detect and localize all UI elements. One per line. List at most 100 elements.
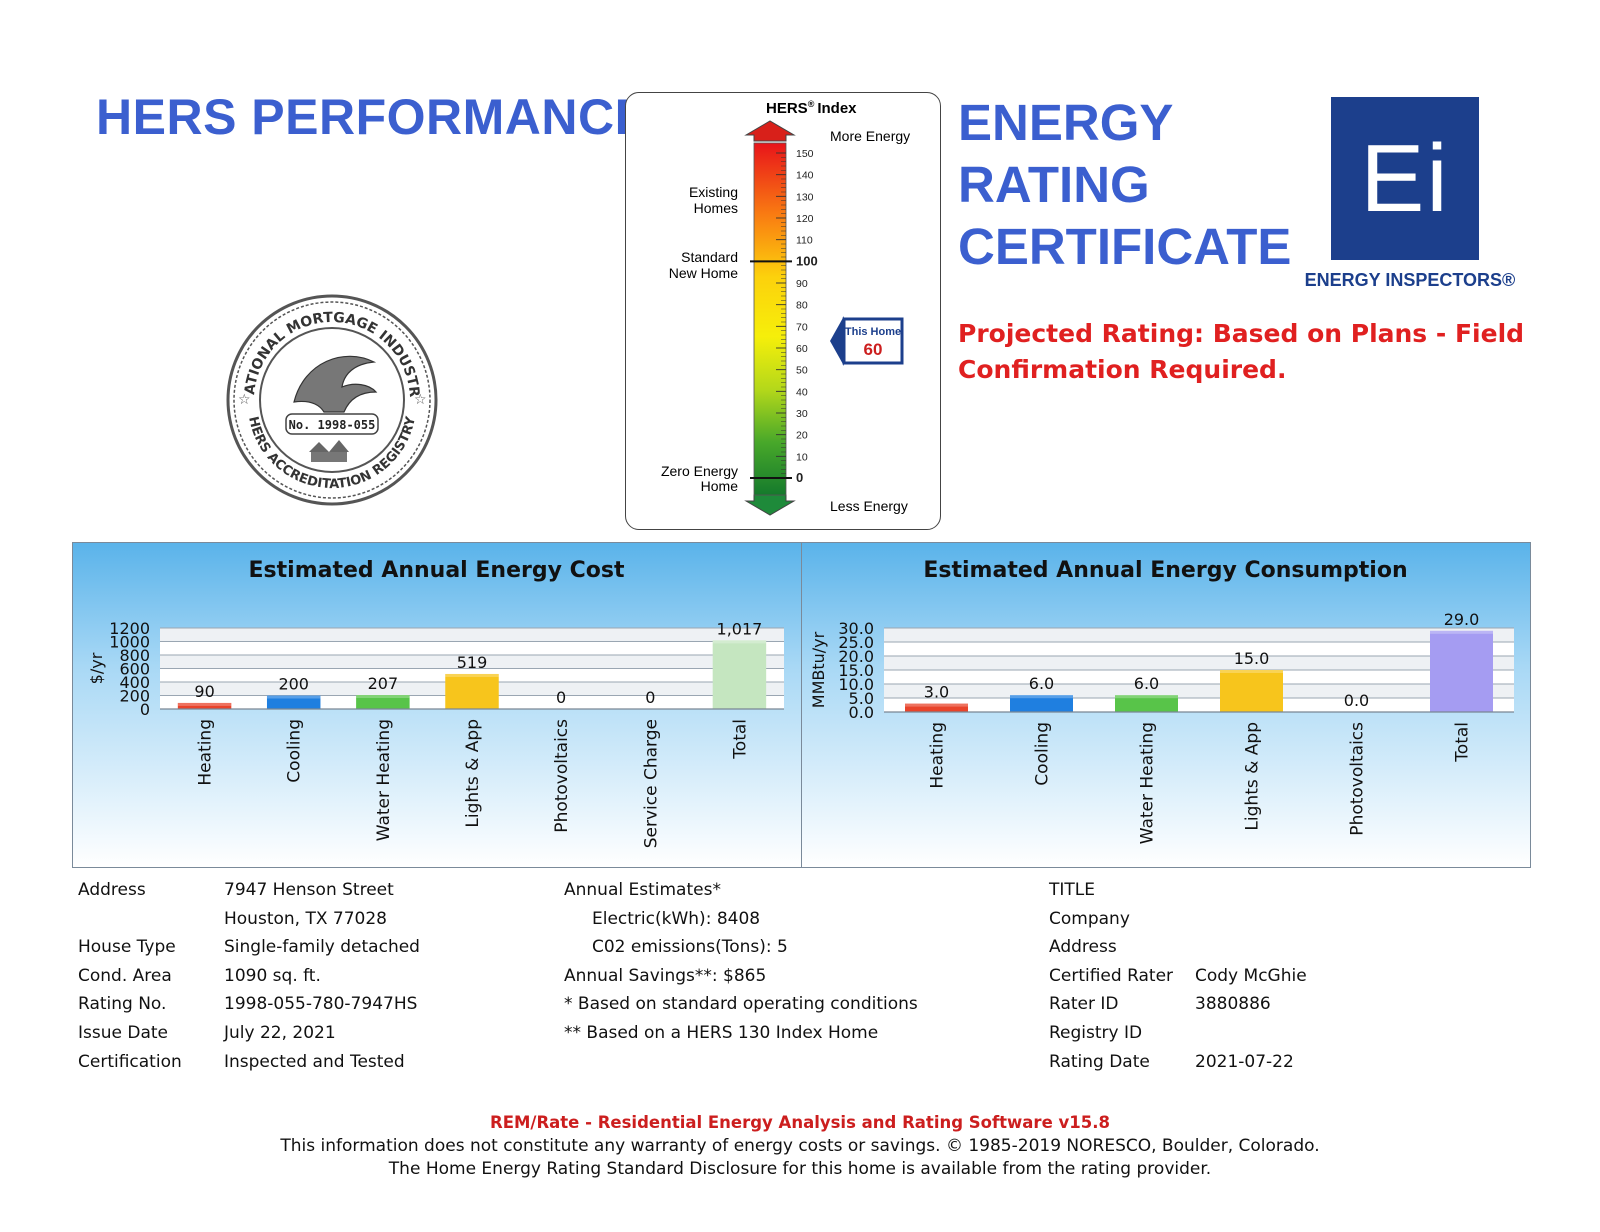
bar-value-label: 0 bbox=[556, 688, 566, 707]
bar bbox=[1430, 630, 1493, 712]
rater-id-value: 3880886 bbox=[1195, 994, 1271, 1015]
scale-tick-label: 90 bbox=[796, 278, 808, 290]
info-label: Rating No. bbox=[78, 994, 167, 1015]
y-tick-label: 30.0 bbox=[838, 619, 874, 638]
scale-tick-label: 50 bbox=[796, 365, 808, 377]
y-tick-label: 200 bbox=[119, 687, 150, 706]
houses-icon bbox=[309, 440, 349, 452]
hers-index-title: HERS® Index bbox=[766, 99, 857, 117]
footnote-1: * Based on standard operating conditions bbox=[564, 994, 918, 1015]
scale-tick-label: 110 bbox=[796, 235, 813, 247]
y-tick-label: 1200 bbox=[109, 619, 150, 638]
address-line1: 7947 Henson Street bbox=[224, 880, 394, 900]
disclosure-note: The Home Energy Rating Standard Disclosu… bbox=[388, 1159, 1212, 1179]
hers-accreditation-seal: NATIONAL MORTGAGE INDUSTRY HERS ACCREDIT… bbox=[224, 292, 438, 506]
bar-value-label: 207 bbox=[368, 674, 399, 693]
category-label: Water Heating bbox=[1138, 722, 1158, 844]
plot-band bbox=[884, 628, 1514, 642]
electric-estimate: Electric(kWh): 8408 bbox=[592, 908, 761, 929]
bar bbox=[905, 703, 968, 712]
bar bbox=[712, 640, 767, 709]
y-axis-label: MMBtu/yr bbox=[809, 631, 828, 708]
cost-chart: 120010008006004002000$/yr90Heating200Coo… bbox=[87, 619, 784, 848]
svg-text:☆: ☆ bbox=[238, 392, 251, 408]
scale-tick-label: 140 bbox=[796, 170, 814, 182]
info-label: Rating Date bbox=[1049, 1051, 1150, 1072]
scale-tick-label: 80 bbox=[796, 300, 808, 312]
footnote-2: ** Based on a HERS 130 Index Home bbox=[564, 1022, 879, 1043]
category-label: Photovoltaics bbox=[1348, 722, 1368, 836]
bar-value-label: 1,017 bbox=[717, 619, 763, 638]
projected-rating-notice: Projected Rating: Based on Plans - Field… bbox=[958, 319, 1525, 384]
standard-new-home-label: Standard bbox=[681, 249, 738, 265]
info-label: Certified Rater bbox=[1049, 965, 1174, 986]
bar-highlight bbox=[712, 640, 767, 644]
category-label: Cooling bbox=[285, 719, 305, 783]
bar-highlight bbox=[356, 695, 410, 699]
bar-highlight bbox=[1220, 670, 1283, 673]
svg-text:☆: ☆ bbox=[414, 392, 427, 408]
rating-date-value: 2021-07-22 bbox=[1195, 1051, 1294, 1072]
bar bbox=[445, 673, 499, 709]
scale-tick-label: 40 bbox=[796, 386, 808, 398]
more-energy-label: More Energy bbox=[830, 128, 910, 144]
annual-estimates-heading: Annual Estimates* bbox=[564, 880, 721, 900]
disclaimer: This information does not constitute any… bbox=[280, 1136, 1320, 1156]
plot-band bbox=[884, 642, 1514, 656]
info-label: TITLE bbox=[1049, 880, 1095, 900]
this-home-label: This Home bbox=[845, 326, 901, 338]
cost-chart-title: Estimated Annual Energy Cost bbox=[248, 558, 625, 583]
bar-highlight bbox=[1115, 695, 1178, 699]
bar-value-label: 90 bbox=[194, 682, 214, 701]
info-label: Certification bbox=[78, 1051, 182, 1072]
y-tick-label: 15.0 bbox=[838, 661, 874, 680]
category-label: Total bbox=[1453, 722, 1473, 763]
category-label: Heating bbox=[196, 719, 216, 786]
plot-band bbox=[160, 655, 784, 669]
software-credit: REM/Rate - Residential Energy Analysis a… bbox=[490, 1113, 1110, 1132]
bar-value-label: 29.0 bbox=[1444, 610, 1480, 629]
zero-energy-home-label: Zero Energy bbox=[661, 463, 738, 479]
bar-value-label: 6.0 bbox=[1029, 674, 1054, 693]
co2-estimate: C02 emissions(Tons): 5 bbox=[592, 937, 788, 958]
bar-highlight bbox=[177, 702, 232, 706]
bar-value-label: 200 bbox=[278, 675, 309, 694]
bar-value-label: 6.0 bbox=[1134, 674, 1159, 693]
certificate-title-line2: RATING bbox=[958, 156, 1150, 213]
y-tick-label: 400 bbox=[119, 673, 150, 692]
svg-text:Home: Home bbox=[701, 478, 739, 494]
info-left-labels: Address House Type Cond. Area Rating No.… bbox=[78, 876, 182, 1076]
info-label: Issue Date bbox=[78, 1022, 168, 1043]
annual-savings: Annual Savings**: $865 bbox=[564, 965, 767, 986]
seal-number: No. 1998-055 bbox=[289, 418, 376, 432]
y-tick-label: 0 bbox=[140, 700, 150, 719]
y-tick-label: 5.0 bbox=[849, 689, 874, 708]
y-tick-label: 25.0 bbox=[838, 633, 874, 652]
annual-estimates: Annual Estimates* Electric(kWh): 8408 C0… bbox=[564, 876, 918, 1048]
house-type-value: Single-family detached bbox=[224, 937, 420, 958]
this-home-marker: This Home 60 bbox=[830, 316, 904, 366]
bar-value-label: 0 bbox=[645, 688, 655, 707]
y-tick-label: 10.0 bbox=[838, 675, 874, 694]
bar-highlight bbox=[1010, 695, 1073, 699]
rating-number-value: 1998-055-780-7947HS bbox=[224, 994, 418, 1015]
bar-value-label: 15.0 bbox=[1234, 649, 1270, 668]
info-label: Rater ID bbox=[1049, 994, 1119, 1015]
less-energy-arrow-icon bbox=[744, 494, 796, 516]
certificate-title-line1: ENERGY bbox=[958, 94, 1174, 151]
bar bbox=[356, 695, 410, 709]
scale-tick-label: 130 bbox=[796, 191, 814, 203]
issue-date-value: July 22, 2021 bbox=[224, 1022, 336, 1043]
bar bbox=[1220, 670, 1283, 712]
bar bbox=[1115, 695, 1178, 712]
info-label bbox=[78, 905, 182, 934]
info-right-values: Cody McGhie 3880886 2021-07-22 bbox=[1195, 876, 1307, 1076]
y-tick-label: 1000 bbox=[109, 633, 150, 652]
cond-area-value: 1090 sq. ft. bbox=[224, 965, 321, 986]
plot-band bbox=[160, 641, 784, 655]
bar-highlight bbox=[905, 703, 968, 707]
bar-value-label: 3.0 bbox=[924, 683, 949, 702]
category-label: Lights & App bbox=[463, 719, 483, 828]
